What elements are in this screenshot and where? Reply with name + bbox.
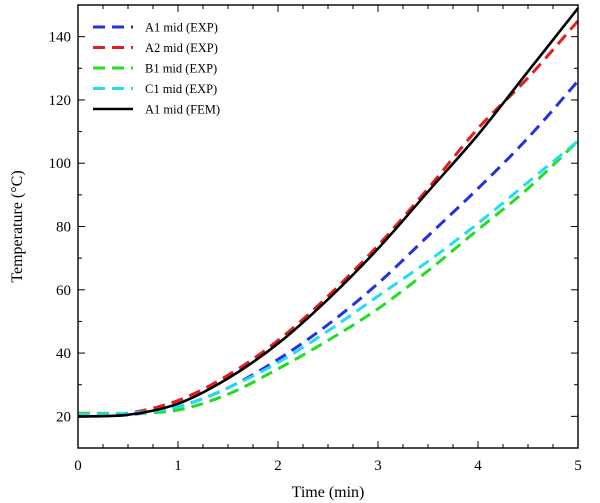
- x-axis-title: Time (min): [292, 484, 365, 501]
- y-tick-label: 140: [49, 30, 72, 46]
- x-tick-label: 5: [574, 458, 582, 474]
- legend-label-3: B1 mid (EXP): [145, 62, 217, 76]
- y-tick-label: 40: [56, 346, 71, 362]
- series-line-3: [77, 139, 580, 415]
- series-line-2: [77, 19, 580, 418]
- y-tick-label: 80: [56, 220, 71, 236]
- y-axis-title: Temperature (°C): [9, 170, 26, 282]
- series-line-5: [77, 7, 580, 418]
- y-tick-label: 20: [56, 409, 71, 425]
- x-tick-label: 2: [274, 458, 282, 474]
- legend-label-4: C1 mid (EXP): [145, 82, 217, 96]
- x-tick-label: 1: [174, 458, 182, 474]
- legend: A1 mid (EXP) A2 mid (EXP) B1 mid (EXP) C1 m…: [93, 21, 220, 117]
- x-tick-label: 0: [74, 458, 82, 474]
- x-tick-label: 4: [474, 458, 482, 474]
- y-tick-label: 60: [56, 283, 71, 299]
- y-tick-label: 120: [49, 93, 72, 109]
- series-line-4: [77, 139, 579, 417]
- x-tick-label: 3: [374, 458, 382, 474]
- legend-label-5: A1 mid (FEM): [145, 103, 220, 117]
- legend-label-1: A1 mid (EXP): [145, 21, 218, 35]
- series-layer: [77, 7, 580, 418]
- legend-label-2: A2 mid (EXP): [145, 41, 218, 55]
- y-tick-label: 100: [49, 156, 72, 172]
- series-line-1: [77, 79, 580, 418]
- axes-layer: 0 1 2 3 4 5 20 40 60 80 100 120 140: [49, 4, 582, 474]
